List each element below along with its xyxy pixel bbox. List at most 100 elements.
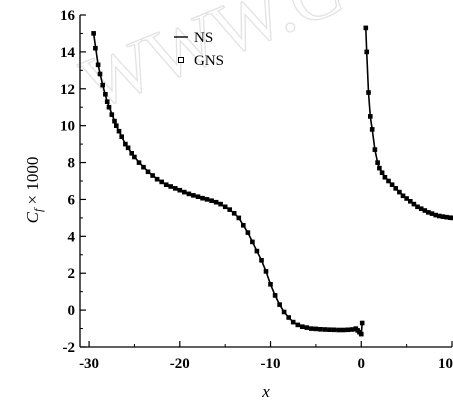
y-tick-label: 10	[60, 119, 75, 135]
gns-point	[204, 197, 210, 202]
x-tick-label: -30	[79, 356, 99, 372]
gns-point	[245, 230, 251, 235]
gns-point	[290, 319, 296, 325]
gns-point	[103, 92, 108, 97]
x-axis-label: x	[261, 382, 270, 401]
gns-point	[379, 170, 385, 175]
y-tick-label: 6	[68, 192, 76, 208]
gns-point	[123, 141, 128, 147]
gns-point	[141, 164, 146, 170]
gns-point	[159, 179, 164, 185]
x-tick-label: -10	[261, 356, 281, 372]
y-tick-label: 0	[68, 303, 76, 319]
gns-point	[200, 195, 205, 201]
gns-point	[377, 165, 382, 171]
gns-point	[404, 196, 409, 201]
ns-series-line	[365, 27, 453, 219]
gns-point	[173, 186, 178, 191]
gns-point	[327, 327, 332, 333]
gns-point	[177, 187, 183, 193]
gns-point	[129, 151, 134, 156]
gns-point	[322, 327, 328, 332]
gns-point	[277, 302, 282, 307]
gns-point	[407, 199, 413, 204]
gns-point	[449, 215, 453, 221]
gns-point	[304, 325, 310, 330]
gns-point	[191, 193, 196, 198]
legend-marker-swatch	[178, 57, 184, 63]
gns-point	[109, 112, 115, 117]
gns-point	[313, 326, 319, 332]
gns-point	[254, 248, 260, 254]
gns-point	[372, 147, 378, 152]
gns-point	[125, 145, 131, 151]
gns-point	[218, 201, 223, 207]
gns-point	[263, 269, 269, 274]
gns-point	[227, 207, 232, 212]
gns-point	[114, 123, 119, 128]
gns-point	[411, 201, 417, 207]
gns-point	[259, 257, 264, 263]
gns-point	[106, 104, 112, 110]
gns-point	[150, 173, 155, 178]
y-axis-label: Cf × 1000	[23, 157, 45, 224]
gns-point	[236, 215, 242, 221]
gns-point	[272, 293, 278, 298]
gns-point	[382, 175, 388, 180]
gns-point	[186, 191, 192, 197]
gns-point	[250, 239, 255, 245]
svg-text:Cf × 1000: Cf × 1000	[23, 157, 45, 224]
x-tick-label: -20	[170, 356, 190, 372]
gns-point	[286, 315, 292, 320]
gns-point	[182, 189, 187, 195]
gns-point	[345, 327, 351, 333]
y-tick-label: -2	[63, 340, 76, 356]
gns-point	[299, 324, 305, 330]
gns-point	[340, 327, 346, 333]
gns-point	[268, 281, 273, 287]
legend-label-ns: NS	[194, 30, 213, 46]
gns-point	[367, 114, 373, 119]
x-tick-label: 10	[438, 356, 453, 372]
y-axis-label-rest: × 1000	[23, 157, 42, 209]
gns-point	[95, 62, 101, 68]
x-tick-label: 0	[358, 356, 366, 372]
y-tick-label: 16	[60, 8, 76, 24]
gns-point	[415, 204, 420, 210]
gns-point	[366, 90, 371, 95]
y-tick-label: 4	[68, 229, 76, 245]
y-tick-label: 12	[60, 82, 75, 98]
gns-point	[359, 320, 365, 326]
gns-point	[132, 154, 137, 160]
gns-point	[163, 182, 169, 187]
y-tick-label: 8	[68, 156, 76, 172]
gns-point	[100, 82, 105, 88]
gns-point	[364, 49, 370, 55]
gns-point	[369, 127, 375, 132]
y-tick-label: 2	[68, 266, 76, 282]
gns-point	[363, 25, 369, 31]
gns-point	[393, 186, 399, 191]
gns-point	[136, 160, 142, 165]
gns-point	[241, 223, 246, 228]
y-axis-label-main: C	[23, 211, 42, 223]
gns-point	[389, 182, 395, 187]
gns-point	[281, 309, 287, 315]
gns-point	[116, 128, 122, 134]
gns-point	[145, 169, 151, 175]
gns-point	[112, 118, 117, 124]
gns-point	[429, 211, 435, 216]
legend-label-gns: GNS	[194, 53, 224, 69]
gns-point	[209, 198, 214, 203]
gns-point	[168, 184, 173, 189]
gns-point	[91, 31, 96, 36]
gns-point	[440, 214, 446, 219]
gns-point	[358, 331, 364, 337]
gns-point	[97, 71, 103, 77]
gns-point	[386, 178, 391, 184]
series-layer	[91, 25, 453, 337]
gns-point	[93, 45, 98, 51]
gns-point	[295, 322, 301, 328]
